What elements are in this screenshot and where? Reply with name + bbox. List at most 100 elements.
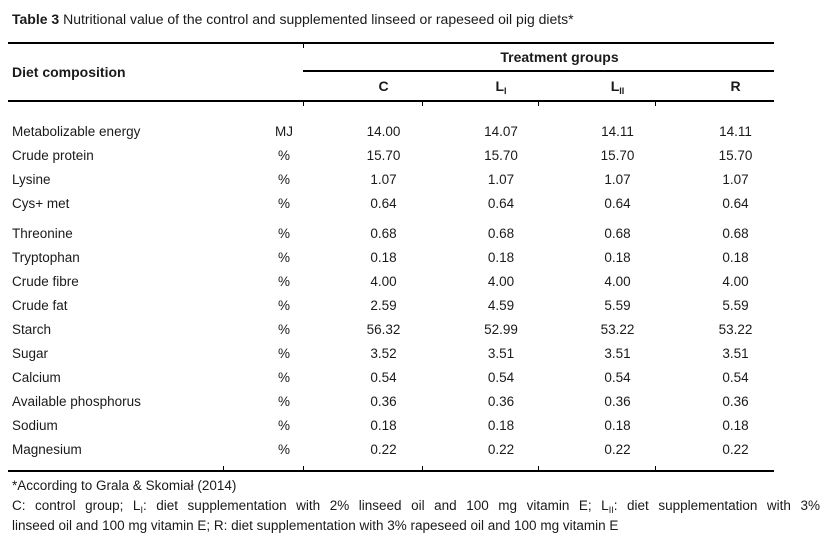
column-tick (422, 466, 423, 470)
unit-cell: % (277, 442, 290, 458)
row-label: Tryptophan (12, 250, 80, 266)
column-tick (655, 466, 656, 470)
table-row: Sodium % 0.18 0.18 0.18 0.18 (8, 414, 774, 438)
value-cell: 53.22 (718, 322, 753, 338)
value-cell: 3.51 (722, 346, 749, 362)
table-header: Diet composition Treatment groups C LI L… (8, 43, 774, 101)
column-tick (303, 466, 304, 470)
value-cell: 0.18 (722, 250, 749, 266)
value-cell: 0.36 (604, 394, 631, 410)
unit-cell: % (277, 172, 290, 188)
unit-cell: % (277, 274, 290, 290)
table-row: Calcium % 0.54 0.54 0.54 0.54 (8, 366, 774, 390)
column-header-l2: LII (610, 78, 625, 96)
value-cell: 1.07 (722, 172, 749, 188)
value-cell: 5.59 (604, 298, 631, 314)
unit-cell: % (277, 148, 290, 164)
value-cell: 15.70 (600, 148, 635, 164)
table-row: Cys+ met % 0.64 0.64 0.64 0.64 (8, 192, 774, 216)
unit-cell: % (277, 322, 290, 338)
unit-cell: % (277, 346, 290, 362)
diet-composition-header: Diet composition (12, 64, 126, 80)
row-label: Crude fibre (12, 274, 79, 290)
column-tick (538, 102, 539, 106)
row-label: Starch (12, 322, 52, 338)
value-cell: 1.07 (487, 172, 515, 188)
value-cell: 0.18 (604, 418, 631, 434)
value-cell: 0.22 (722, 442, 749, 458)
value-cell: 14.11 (601, 124, 634, 140)
value-cell: 53.22 (600, 322, 635, 338)
row-label: Crude protein (12, 148, 94, 164)
value-cell: 0.22 (604, 442, 631, 458)
value-cell: 56.32 (366, 322, 401, 338)
unit-cell: % (277, 394, 290, 410)
row-label: Metabolizable energy (12, 124, 141, 140)
value-cell: 0.18 (487, 418, 515, 434)
value-cell: 52.99 (484, 322, 518, 338)
value-cell: 0.64 (370, 196, 397, 212)
row-label: Sugar (12, 346, 49, 362)
page-title: Table 3 Nutritional value of the control… (12, 11, 574, 28)
value-cell: 0.68 (370, 226, 397, 242)
column-tick (422, 102, 423, 106)
table-row: Crude fat % 2.59 4.59 5.59 5.59 (8, 294, 774, 318)
value-cell: 0.64 (487, 196, 515, 212)
value-cell: 14.11 (719, 124, 752, 140)
value-cell: 14.00 (366, 124, 401, 140)
value-cell: 15.70 (366, 148, 401, 164)
value-cell: 0.54 (370, 370, 397, 386)
value-cell: 3.51 (487, 346, 515, 362)
value-cell: 0.54 (722, 370, 749, 386)
column-header-r: R (730, 78, 741, 94)
column-tick (303, 44, 304, 48)
unit-cell: % (277, 226, 290, 242)
value-cell: 0.64 (722, 196, 749, 212)
value-cell: 4.00 (604, 274, 631, 290)
value-cell: 0.64 (604, 196, 631, 212)
value-cell: 4.00 (487, 274, 515, 290)
value-cell: 4.00 (722, 274, 749, 290)
header-row-groups: Diet composition Treatment groups (8, 43, 774, 79)
value-cell: 0.54 (487, 370, 515, 386)
row-label: Crude fat (12, 298, 68, 314)
unit-cell: % (277, 196, 290, 212)
value-cell: 2.59 (370, 298, 397, 314)
table-row: Threonine % 0.68 0.68 0.68 0.68 (8, 216, 774, 246)
value-cell: 1.07 (604, 172, 631, 188)
table-row: Available phosphorus % 0.36 0.36 0.36 0.… (8, 390, 774, 414)
value-cell: 0.22 (487, 442, 515, 458)
value-cell: 0.54 (604, 370, 631, 386)
column-header-l1: LI (495, 78, 507, 96)
table-body: Metabolizable energy MJ 14.00 14.07 14.1… (8, 101, 774, 471)
row-label: Available phosphorus (12, 394, 141, 410)
value-cell: 4.00 (370, 274, 397, 290)
value-cell: 0.22 (370, 442, 397, 458)
value-cell: 0.18 (604, 250, 631, 266)
treatment-groups-header: Treatment groups (303, 43, 774, 72)
table-row: Magnesium % 0.22 0.22 0.22 0.22 (8, 438, 774, 471)
value-cell: 5.59 (722, 298, 749, 314)
value-cell: 4.59 (487, 298, 515, 314)
row-label: Threonine (12, 226, 73, 242)
table-caption: Nutritional value of the control and sup… (59, 11, 574, 27)
value-cell: 0.36 (722, 394, 749, 410)
unit-cell: % (277, 298, 290, 314)
row-label: Calcium (12, 370, 61, 386)
value-cell: 14.07 (484, 124, 518, 140)
column-tick (655, 102, 656, 106)
value-cell: 0.18 (722, 418, 749, 434)
column-tick (223, 466, 224, 470)
table-row: Sugar % 3.52 3.51 3.51 3.51 (8, 342, 774, 366)
value-cell: 0.68 (722, 226, 749, 242)
unit-cell: % (277, 418, 290, 434)
header-row-columns: C LI LII R (8, 71, 774, 101)
table-row: Crude protein % 15.70 15.70 15.70 15.70 (8, 144, 774, 168)
value-cell: 3.51 (604, 346, 631, 362)
table-row: Tryptophan % 0.18 0.18 0.18 0.18 (8, 246, 774, 270)
unit-cell: % (277, 250, 290, 266)
value-cell: 1.07 (370, 172, 397, 188)
footnote-source: *According to Grala & Skomiał (2014) (12, 478, 237, 493)
table-number: Table 3 (12, 11, 60, 27)
